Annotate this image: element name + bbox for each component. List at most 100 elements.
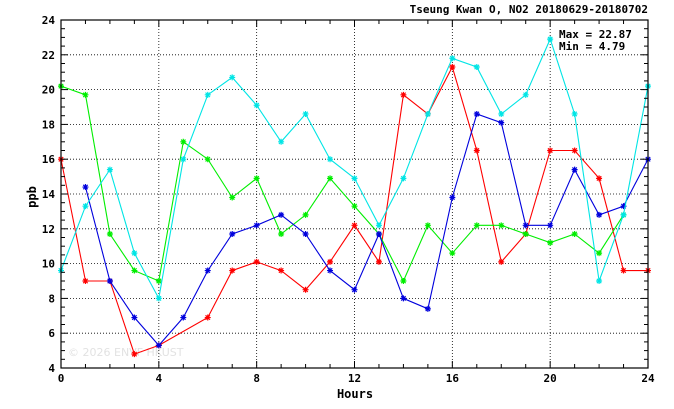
- y-tick-label: 22: [42, 49, 55, 62]
- grid-lines: [61, 20, 648, 368]
- data-point: [302, 231, 309, 238]
- data-point: [400, 175, 407, 182]
- data-point: [424, 222, 431, 229]
- series-2: [82, 110, 651, 349]
- data-point: [498, 110, 505, 117]
- data-point: [327, 175, 334, 182]
- y-tick-label: 6: [48, 327, 55, 340]
- data-point: [424, 110, 431, 117]
- x-axis-label: Hours: [337, 387, 373, 401]
- data-point: [155, 295, 162, 302]
- data-point: [302, 286, 309, 293]
- y-tick-labels: 4 6 8 10 12 14 16 18 20 22 24: [42, 14, 56, 375]
- y-tick-label: 10: [42, 258, 55, 271]
- data-point: [400, 295, 407, 302]
- chart-title: Tseung Kwan O, NO2 20180629-20180702: [410, 3, 648, 16]
- data-point: [229, 194, 236, 201]
- data-point: [155, 278, 162, 284]
- data-point: [278, 267, 285, 274]
- data-point: [449, 63, 456, 70]
- data-point: [106, 278, 113, 284]
- data-point: [253, 222, 260, 229]
- data-point: [180, 138, 187, 145]
- data-point: [82, 184, 89, 191]
- data-point: [278, 211, 285, 218]
- data-point: [522, 231, 529, 238]
- data-point: [498, 258, 505, 265]
- series-line: [84, 113, 649, 347]
- data-point: [547, 239, 554, 246]
- y-tick-label: 20: [42, 84, 55, 97]
- data-point: [375, 231, 382, 238]
- x-tick-labels: 0 4 8 12 16 20 24: [58, 372, 655, 385]
- data-point: [424, 305, 431, 312]
- data-point: [351, 286, 358, 293]
- data-point: [229, 231, 236, 238]
- data-point: [596, 175, 603, 182]
- watermark: © 2026 ENVF HKUST: [68, 346, 184, 359]
- data-point: [229, 74, 236, 81]
- data-point: [82, 278, 89, 284]
- data-point: [375, 258, 382, 265]
- data-point: [351, 203, 358, 210]
- data-point: [253, 102, 260, 109]
- data-point: [204, 267, 211, 274]
- data-point: [131, 314, 138, 321]
- data-point: [449, 250, 456, 257]
- data-point: [571, 147, 578, 154]
- x-tick-label: 0: [58, 372, 65, 385]
- y-tick-label: 4: [48, 362, 55, 375]
- data-point: [131, 250, 138, 257]
- data-point: [547, 36, 554, 43]
- data-point: [596, 250, 603, 257]
- data-point: [620, 267, 627, 274]
- data-point: [620, 203, 627, 210]
- data-point: [327, 156, 334, 163]
- x-tick-label: 12: [348, 372, 361, 385]
- data-point: [498, 222, 505, 229]
- data-point: [620, 211, 627, 218]
- y-tick-label: 8: [48, 292, 55, 305]
- data-point: [180, 156, 187, 163]
- x-tick-label: 16: [446, 372, 460, 385]
- data-point: [473, 110, 480, 117]
- series-line: [60, 85, 624, 283]
- data-point: [449, 55, 456, 62]
- data-point: [253, 258, 260, 265]
- data-point: [278, 231, 285, 238]
- min-stat: Min = 4.79: [559, 40, 625, 53]
- data-point: [278, 138, 285, 145]
- y-tick-label: 12: [42, 223, 55, 236]
- series-line: [60, 65, 648, 355]
- data-point: [106, 166, 113, 173]
- data-point: [351, 175, 358, 182]
- y-tick-label: 14: [42, 188, 56, 201]
- data-point: [375, 222, 382, 229]
- axis-ticks: [60, 19, 649, 369]
- x-tick-label: 8: [253, 372, 260, 385]
- data-point: [473, 222, 480, 229]
- data-point: [547, 222, 554, 229]
- y-tick-label: 16: [42, 153, 56, 166]
- series-layer: [58, 36, 651, 358]
- data-point: [327, 267, 334, 274]
- series-3: [58, 36, 651, 302]
- data-point: [302, 110, 309, 117]
- data-point: [571, 231, 578, 238]
- data-point: [82, 203, 89, 210]
- x-tick-label: 24: [641, 372, 655, 385]
- data-point: [449, 194, 456, 201]
- data-point: [204, 91, 211, 98]
- data-point: [229, 267, 236, 274]
- max-stat: Max = 22.87: [559, 28, 632, 41]
- series-1: [58, 83, 627, 284]
- data-point: [400, 91, 407, 98]
- data-point: [131, 267, 138, 274]
- data-point: [327, 258, 334, 265]
- data-point: [473, 63, 480, 70]
- data-point: [106, 231, 113, 238]
- data-point: [571, 110, 578, 117]
- data-point: [571, 166, 578, 173]
- y-tick-label: 24: [42, 14, 56, 27]
